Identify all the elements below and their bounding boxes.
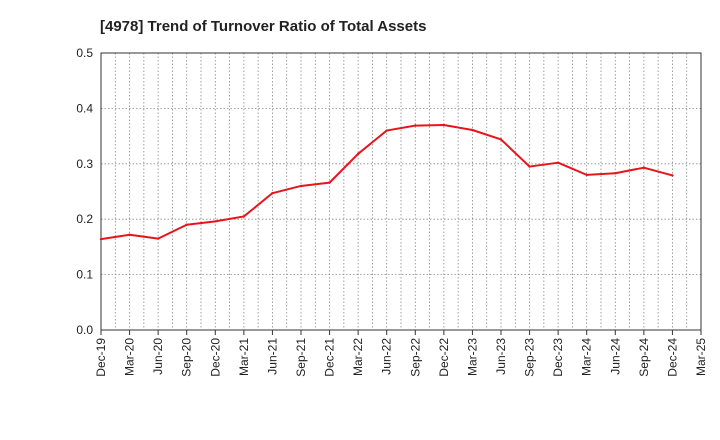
x-tick-label: Sep-24 (637, 338, 651, 377)
x-tick-label: Sep-21 (294, 338, 308, 377)
data-point (414, 124, 417, 127)
y-tick-label: 0.5 (76, 46, 93, 60)
x-tick-label: Dec-24 (665, 338, 679, 377)
x-tick-label: Jun-24 (608, 338, 622, 375)
y-tick-label: 0.4 (76, 101, 93, 115)
x-tick-label: Dec-20 (208, 338, 222, 377)
axes-layer (100, 52, 702, 335)
x-tick-label: Mar-22 (351, 338, 365, 376)
x-tick-label: Jun-23 (494, 338, 508, 375)
data-point (585, 173, 588, 177)
x-tick-label: Mar-25 (694, 338, 708, 376)
grid-layer (100, 52, 702, 331)
data-point (128, 233, 131, 236)
x-tick-label: Dec-21 (323, 338, 337, 377)
data-point (385, 129, 388, 132)
x-tick-label: Mar-21 (237, 338, 251, 376)
x-tick-label: Jun-22 (380, 338, 394, 375)
x-tick-label: Dec-22 (437, 338, 451, 377)
data-point (556, 161, 560, 164)
y-tick-label: 0.1 (76, 268, 93, 282)
data-point (671, 174, 674, 177)
x-tick-label: Jun-21 (265, 338, 279, 375)
x-tick-label: Dec-23 (551, 338, 565, 377)
x-tick-label: Jun-20 (151, 338, 165, 375)
x-tick-label: Sep-20 (180, 338, 194, 377)
y-tick-label: 0.0 (76, 323, 93, 337)
x-tick-label: Sep-23 (523, 338, 537, 377)
ticks-layer: 0.0 0.1 0.2 0.3 0.4 0.5 Dec-19 Mar-20 Jun-20 Sep-… (76, 46, 708, 377)
data-point (214, 220, 217, 223)
x-tick-label: Mar-24 (580, 338, 594, 376)
data-point (271, 191, 274, 195)
data-point (442, 123, 446, 127)
data-point (614, 172, 617, 175)
data-point (642, 166, 646, 169)
y-tick-label: 0.2 (76, 212, 93, 226)
chart-title: [4978] Trend of Turnover Ratio of Total … (100, 18, 426, 35)
data-point (242, 215, 246, 218)
x-tick-label: Mar-20 (123, 338, 137, 376)
data-point (156, 237, 160, 240)
data-point (99, 237, 103, 241)
x-tick-label: Mar-23 (465, 338, 479, 376)
data-point (499, 138, 503, 141)
series-layer (99, 123, 674, 241)
x-tick-label: Sep-22 (408, 338, 422, 377)
y-tick-label: 0.3 (76, 157, 93, 171)
data-point (185, 223, 188, 226)
data-point (299, 184, 303, 188)
plot-frame (100, 52, 702, 331)
data-point (328, 181, 331, 184)
data-point (471, 128, 474, 132)
data-point (356, 152, 360, 156)
data-point (528, 165, 531, 168)
x-tick-label: Dec-19 (94, 338, 108, 377)
